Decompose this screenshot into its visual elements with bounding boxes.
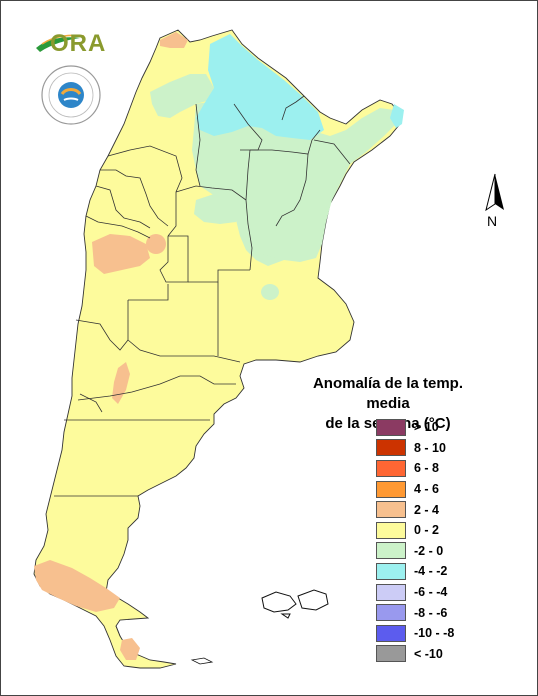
anomaly-zone-chaco-cyan xyxy=(196,34,324,140)
anomaly-zone-spot-peach xyxy=(146,234,166,254)
legend-item: 8 - 10 xyxy=(376,438,454,459)
legend-swatch xyxy=(376,521,406,539)
anomaly-zone-spot-green xyxy=(261,284,279,300)
legend-label: 4 - 6 xyxy=(414,482,440,497)
legend-label: 6 - 8 xyxy=(414,461,440,476)
north-label: N xyxy=(487,213,498,229)
province-boundaries xyxy=(54,95,351,637)
legend-swatch xyxy=(376,604,406,622)
legend-label: 0 - 2 xyxy=(414,523,440,538)
legend-item: -4 - -2 xyxy=(376,561,454,582)
anomaly-zone-cuyo-peach xyxy=(92,234,150,274)
legend-label: > 10 xyxy=(414,420,439,435)
anomaly-zone-neuquen-peach xyxy=(112,362,130,404)
anomaly-zone-santacruz-peach xyxy=(34,560,120,612)
north-arrow-icon xyxy=(485,173,504,212)
legend: > 10 8 - 10 6 - 8 4 - 6 2 - 4 0 - 2 -2 -… xyxy=(376,417,454,664)
legend-label: -8 - -6 xyxy=(414,605,448,620)
legend-item: -10 - -8 xyxy=(376,623,454,644)
legend-item: -8 - -6 xyxy=(376,602,454,623)
legend-label: -4 - -2 xyxy=(414,564,448,579)
anomaly-zone-north-green xyxy=(192,100,396,266)
legend-item: 0 - 2 xyxy=(376,520,454,541)
legend-label: -10 - -8 xyxy=(414,626,455,641)
legend-item: 2 - 4 xyxy=(376,499,454,520)
legend-swatch xyxy=(376,583,406,601)
legend-title-line1: Anomalía de la temp. media xyxy=(312,375,464,412)
smn-seal-icon xyxy=(41,65,101,125)
legend-label: -2 - 0 xyxy=(414,543,444,558)
anomaly-zone-misiones-cyan xyxy=(390,104,404,128)
anomaly-zone-east-green xyxy=(256,214,292,258)
legend-item: -2 - 0 xyxy=(376,541,454,562)
legend-label: -6 - -4 xyxy=(414,585,448,600)
staten-island xyxy=(190,657,214,665)
anomaly-zone-tdf-peach xyxy=(120,638,140,660)
anomaly-zone-northwest-green xyxy=(150,74,214,118)
legend-item: < -10 xyxy=(376,644,454,665)
legend-item: 6 - 8 xyxy=(376,458,454,479)
legend-swatch xyxy=(376,418,406,436)
legend-swatch xyxy=(376,645,406,663)
legend-label: 8 - 10 xyxy=(414,440,446,455)
malvinas-islands xyxy=(261,589,329,619)
legend-swatch xyxy=(376,480,406,498)
ora-logo-icon xyxy=(36,34,85,52)
legend-swatch xyxy=(376,501,406,519)
legend-swatch xyxy=(376,439,406,457)
anomaly-zone-central-green xyxy=(194,194,240,224)
anomaly-zone-north-peach xyxy=(160,32,188,48)
legend-swatch xyxy=(376,562,406,580)
legend-swatch xyxy=(376,624,406,642)
legend-item: -6 - -4 xyxy=(376,582,454,603)
legend-label: 2 - 4 xyxy=(414,502,440,517)
legend-swatch xyxy=(376,459,406,477)
legend-item: 4 - 6 xyxy=(376,479,454,500)
ora-logo-text: ORA xyxy=(50,30,107,57)
legend-label: < -10 xyxy=(414,646,443,661)
legend-swatch xyxy=(376,542,406,560)
legend-item: > 10 xyxy=(376,417,454,438)
